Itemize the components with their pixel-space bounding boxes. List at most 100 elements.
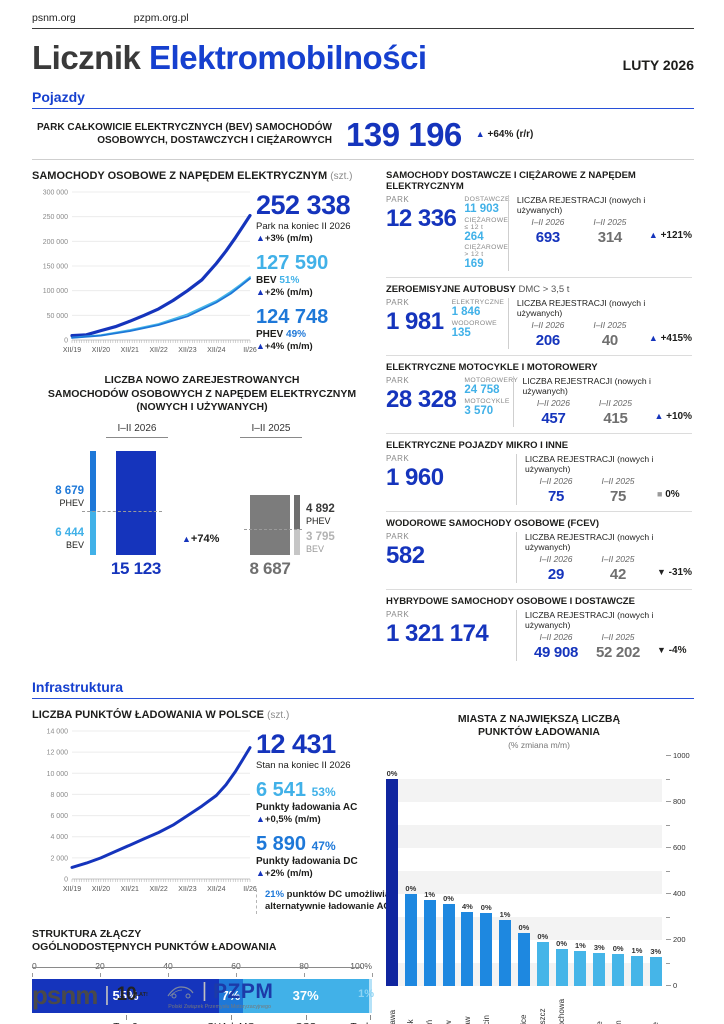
panel-body: PARK 1 960 LICZBA REJESTRACJI (nowych i uż… <box>386 453 692 505</box>
period-label: I–II 2025 <box>593 217 627 227</box>
registrations-previous-value: 40 <box>601 331 618 349</box>
registrations-current: I–II 2026 206 <box>517 320 579 349</box>
city-name-text: Toruń <box>576 989 585 1024</box>
psnm-link[interactable]: psnm.org <box>32 12 76 24</box>
tesla-pct-label: 1% <box>358 987 374 1000</box>
split-bar-2025 <box>294 494 300 555</box>
passenger-chart-stats: 252 338 Park na koniec II 2026 ▲+3% (m/m… <box>256 190 351 353</box>
city-name: Łódź <box>499 989 511 1024</box>
vehicle-panel: ELEKTRYCZNE MOTOCYKLE I MOTOROWERY PARK 28… <box>386 356 692 434</box>
registrations-previous: I–II 2025 40 <box>579 320 641 349</box>
city-name-text: Poznań <box>425 989 434 1024</box>
registrations-header: LICZBA REJESTRACJI (nowych i używanych) <box>525 609 654 630</box>
park-label: PARK <box>386 297 410 307</box>
registrations-change: ▲ +10% <box>654 410 692 422</box>
up-arrow-icon: ▲ <box>475 129 485 139</box>
tick-dash <box>666 893 671 895</box>
up-arrow-icon: ▲ <box>648 230 658 240</box>
city-bar <box>555 949 568 987</box>
registrations-columns: I–II 2026 49 908 I–II 2025 52 202 ▼ -4% <box>525 632 692 661</box>
dc-ac-note: 21% punktów DC umożliwia alternatywnie ł… <box>256 888 406 914</box>
park-block: PARK 28 328 <box>386 376 457 427</box>
city-name: Częstochowa <box>556 989 568 1024</box>
label-line: Typ 2 <box>113 1022 137 1024</box>
category-tick <box>230 1014 232 1020</box>
registrations-header: LICZBA REJESTRACJI (nowych i używanych) <box>516 195 646 215</box>
city-name-text: Kraków <box>444 989 453 1024</box>
registrations-previous: I–II 2025 42 <box>587 554 649 583</box>
panel-park-zone: PARK 1 321 174 <box>386 610 514 661</box>
registrations-previous-value: 52 202 <box>595 643 641 661</box>
vehicle-panel: ZEROEMISYJNE AUTOBUSY DMC > 3,5 t PARK 1 9… <box>386 278 692 356</box>
connectors-chart-title: STRUKTURA ZŁĄCZY OGÓLNODOSTĘPNYCH PUNKTÓ… <box>32 927 277 954</box>
bev-total: 127 590 <box>256 252 329 274</box>
city-name: Olsztyn <box>612 989 624 1024</box>
infra-chart-title: LICZBA PUNKTÓW ŁADOWANIA W POLSCE (szt.) <box>32 708 290 721</box>
registrations-current-value: 29 <box>547 565 564 583</box>
city-change-label: 0% <box>556 939 568 949</box>
phev-segment <box>294 494 300 529</box>
city-bar-column: 3% <box>593 943 606 987</box>
city-name-text: Łódź <box>501 989 510 1024</box>
cities-category-labels: Warszawa Gdańsk Poznań Kraków Wrocław Szczeci… <box>386 989 662 1024</box>
svg-text:150 000: 150 000 <box>43 264 68 271</box>
svg-text:6 000: 6 000 <box>50 813 68 820</box>
city-change-label: 0% <box>537 932 549 942</box>
city-bar-column: 0% <box>555 939 568 987</box>
panel-body: PARK 1 321 174 LICZBA REJESTRACJI (nowych … <box>386 609 692 661</box>
city-name-text: Olsztyn <box>614 989 623 1024</box>
city-name-text: Bydgoszcz <box>538 989 547 1024</box>
city-bar-column: 3% <box>649 947 662 987</box>
section-pojazdy: Pojazdy <box>32 89 694 109</box>
minor-tick <box>666 963 670 965</box>
period-label-2026: I–II 2026 <box>106 423 168 438</box>
cities-y-axis: 0 200 400 600 800 1000 <box>666 751 696 990</box>
period-label: I–II 2026 <box>539 553 573 564</box>
svg-text:XII/19: XII/19 <box>63 347 81 354</box>
panel-body: PARK 582 LICZBA REJESTRACJI (nowych i używ… <box>386 531 692 583</box>
pzpm-link[interactable]: pzpm.org.pl <box>133 12 189 24</box>
svg-text:II/26: II/26 <box>243 886 257 893</box>
city-change-label: 0% <box>518 923 530 933</box>
tick-dash <box>666 939 671 941</box>
city-name: Bydgoszcz <box>537 989 549 1024</box>
phev-value-2026: 8 679 PHEV <box>55 484 84 509</box>
park-label: PARK <box>386 453 410 463</box>
panel-divider <box>516 609 517 661</box>
breakdown-label: CIĘŻAROWE > 12 t <box>464 244 509 259</box>
registrations-current-value: 693 <box>535 229 560 246</box>
breakdown-value: 24 758 <box>464 383 500 396</box>
split-bar-2026 <box>90 450 96 555</box>
city-bar-column: 0% <box>480 903 493 987</box>
up-arrow-icon: ▲ <box>256 867 265 878</box>
svg-text:100 000: 100 000 <box>43 288 68 295</box>
registrations-columns: I–II 2026 206 I–II 2025 40 ▲ +415% <box>517 320 692 349</box>
vehicle-panel: ELEKTRYCZNE POJAZDY MIKRO I INNE PARK 1 96… <box>386 434 692 512</box>
registrations-previous: I–II 2025 52 202 <box>587 632 649 661</box>
category-label: Typ 2 <box>113 1022 137 1024</box>
section-infrastruktura: Infrastruktura <box>32 679 694 699</box>
tick-label: 0 <box>673 981 678 991</box>
city-change-label: 0% <box>480 903 492 913</box>
registrations-change: ▲+74% <box>182 532 220 545</box>
registrations-header: LICZBA REJESTRACJI (nowych i używanych) <box>522 375 651 396</box>
registrations-change: ▼ -4% <box>657 644 687 656</box>
svg-text:II/26: II/26 <box>243 347 257 354</box>
axis-tick <box>304 972 305 977</box>
panel-title: ZEROEMISYJNE AUTOBUSY DMC > 3,5 t <box>386 283 570 295</box>
city-bar-column: 0% <box>442 894 455 987</box>
connector-segment-typ-2: 55% <box>32 978 219 1013</box>
registrations-previous-value: 314 <box>597 229 622 246</box>
city-name: Szczecin <box>480 989 492 1024</box>
city-name: Katowice <box>518 989 530 1024</box>
charging-points-total: 12 431 <box>256 728 336 759</box>
panel-title: ELEKTRYCZNE POJAZDY MIKRO I INNE <box>386 439 569 451</box>
panel-title: SAMOCHODY DOSTAWCZE I CIĘŻAROWE Z NAPĘDE… <box>386 170 636 192</box>
park-value: 1 981 <box>386 307 444 335</box>
bev-value-2026: 6 444 BEV <box>55 526 84 551</box>
up-arrow-icon: ▲ <box>648 332 658 343</box>
panel-title-suffix: DMC > 3,5 t <box>515 283 570 295</box>
city-change-label: 0% <box>443 894 454 904</box>
category-tick <box>369 1014 371 1020</box>
park-value: 1 321 174 <box>386 619 489 647</box>
